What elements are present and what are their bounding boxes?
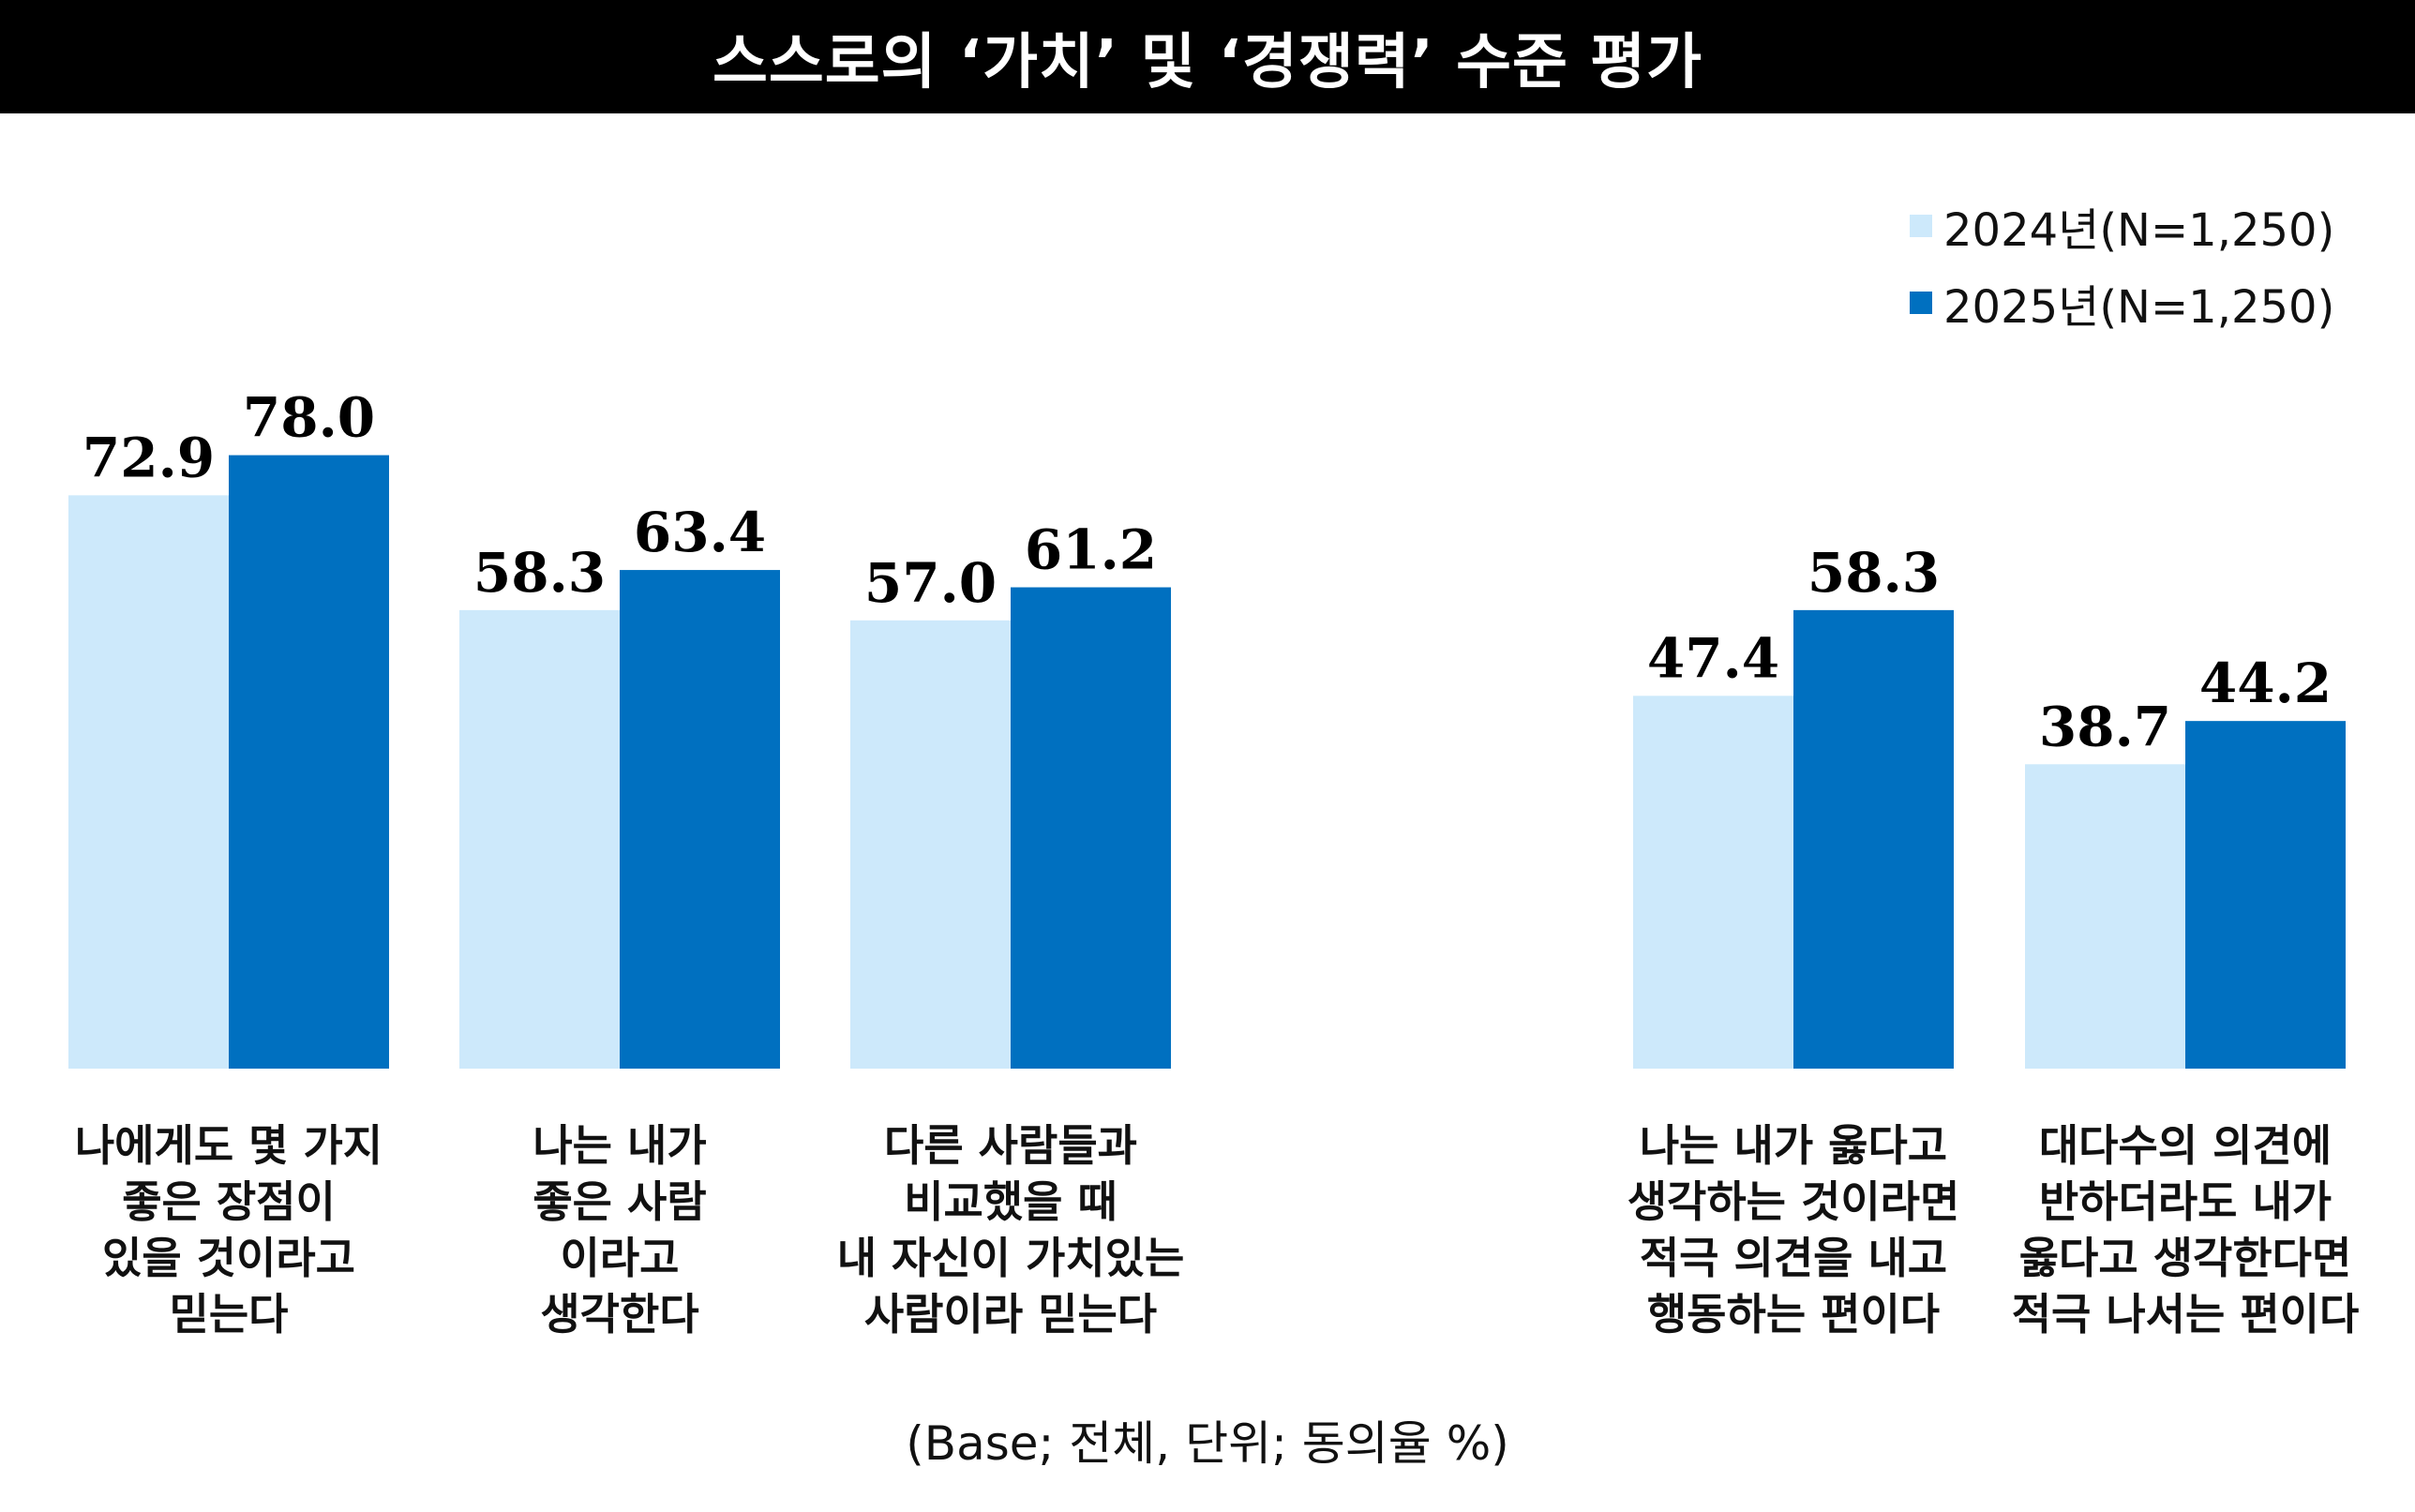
data-label-2024-3: 47.4 (1647, 626, 1779, 690)
legend-label-2024: 2024년(N=1,250) (1943, 204, 2335, 257)
data-label-2025-4: 44.2 (2199, 651, 2332, 715)
bar-2024-2 (850, 620, 1011, 1069)
category-label-4: 대다수의 의견에 반하더라도 내가 옳다고 생각한다면 적극 나서는 편이다 (2012, 1120, 2360, 1340)
bar-2025-0 (229, 455, 389, 1070)
chart-title: 스스로의 ‘가치’ 및 ‘경쟁력’ 수준 평가 (712, 27, 1702, 97)
data-label-2025-2: 61.2 (1025, 518, 1157, 582)
bar-2025-2 (1011, 587, 1171, 1069)
bar-2024-4 (2025, 764, 2185, 1069)
legend-swatch-2024 (1910, 215, 1932, 237)
bar-2024-0 (68, 495, 229, 1069)
legend-item-2025: 2025년(N=1,250) (1910, 264, 2334, 341)
bar-2024-1 (459, 609, 620, 1069)
data-label-2024-0: 72.9 (82, 426, 215, 489)
data-label-2025-1: 63.4 (634, 501, 766, 564)
data-label-2025-3: 58.3 (1808, 541, 1940, 605)
legend-item-2024: 2024년(N=1,250) (1910, 187, 2334, 264)
data-label-2024-2: 57.0 (864, 551, 997, 615)
bar-2024-3 (1633, 696, 1793, 1069)
category-label-1: 나는 내가 좋은 사람 이라고 생각한다 (532, 1120, 706, 1340)
data-label-2024-4: 38.7 (2039, 695, 2171, 758)
bar-2025-4 (2185, 721, 2346, 1069)
category-label-0: 나에게도 몇 가지 좋은 장점이 있을 것이라고 믿는다 (75, 1120, 382, 1340)
legend-label-2025: 2025년(N=1,250) (1943, 281, 2335, 334)
category-label-3: 나는 내가 옳다고 생각하는 것이라면 적극 의견을 내고 행동하는 편이다 (1628, 1120, 1960, 1340)
data-label-2025-0: 78.0 (243, 386, 375, 450)
legend: 2024년(N=1,250) 2025년(N=1,250) (1910, 187, 2334, 341)
base-note: (Base; 전체, 단위; 동의율 %) (906, 1416, 1509, 1471)
title-bar: 스스로의 ‘가치’ 및 ‘경쟁력’ 수준 평가 (0, 0, 2415, 113)
bar-2025-1 (620, 570, 780, 1069)
bar-2025-3 (1793, 609, 1954, 1069)
data-label-2024-1: 58.3 (473, 541, 606, 605)
legend-swatch-2025 (1910, 292, 1932, 314)
